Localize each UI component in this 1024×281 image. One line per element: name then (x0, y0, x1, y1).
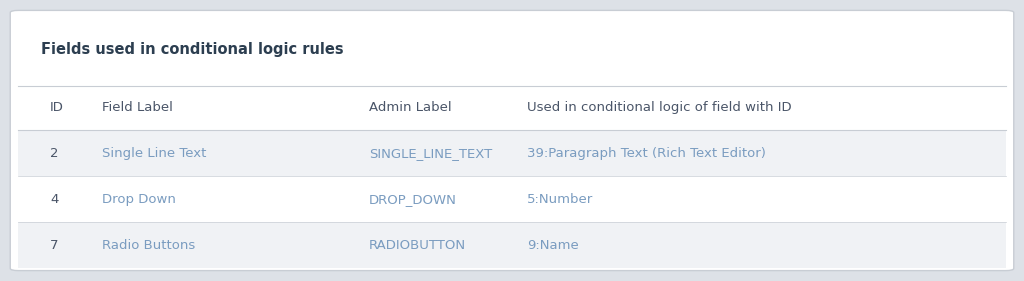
Text: Fields used in conditional logic rules: Fields used in conditional logic rules (41, 42, 344, 56)
Text: Single Line Text: Single Line Text (102, 147, 207, 160)
Text: ID: ID (50, 101, 63, 114)
Text: 9:Name: 9:Name (526, 239, 579, 252)
FancyBboxPatch shape (10, 10, 1014, 271)
Text: 2: 2 (50, 147, 58, 160)
Text: Used in conditional logic of field with ID: Used in conditional logic of field with … (526, 101, 792, 114)
Text: 39:Paragraph Text (Rich Text Editor): 39:Paragraph Text (Rich Text Editor) (526, 147, 766, 160)
Text: 4: 4 (50, 193, 58, 206)
Text: Drop Down: Drop Down (102, 193, 176, 206)
Text: Radio Buttons: Radio Buttons (102, 239, 196, 252)
Text: Field Label: Field Label (102, 101, 173, 114)
Bar (18, 130, 1006, 176)
Text: 5:Number: 5:Number (526, 193, 593, 206)
Text: DROP_DOWN: DROP_DOWN (369, 193, 457, 206)
Bar (18, 176, 1006, 222)
Text: RADIOBUTTON: RADIOBUTTON (369, 239, 466, 252)
Bar (18, 85, 1006, 130)
Text: 7: 7 (50, 239, 58, 252)
Text: SINGLE_LINE_TEXT: SINGLE_LINE_TEXT (369, 147, 493, 160)
Bar (18, 222, 1006, 268)
Text: Admin Label: Admin Label (369, 101, 452, 114)
